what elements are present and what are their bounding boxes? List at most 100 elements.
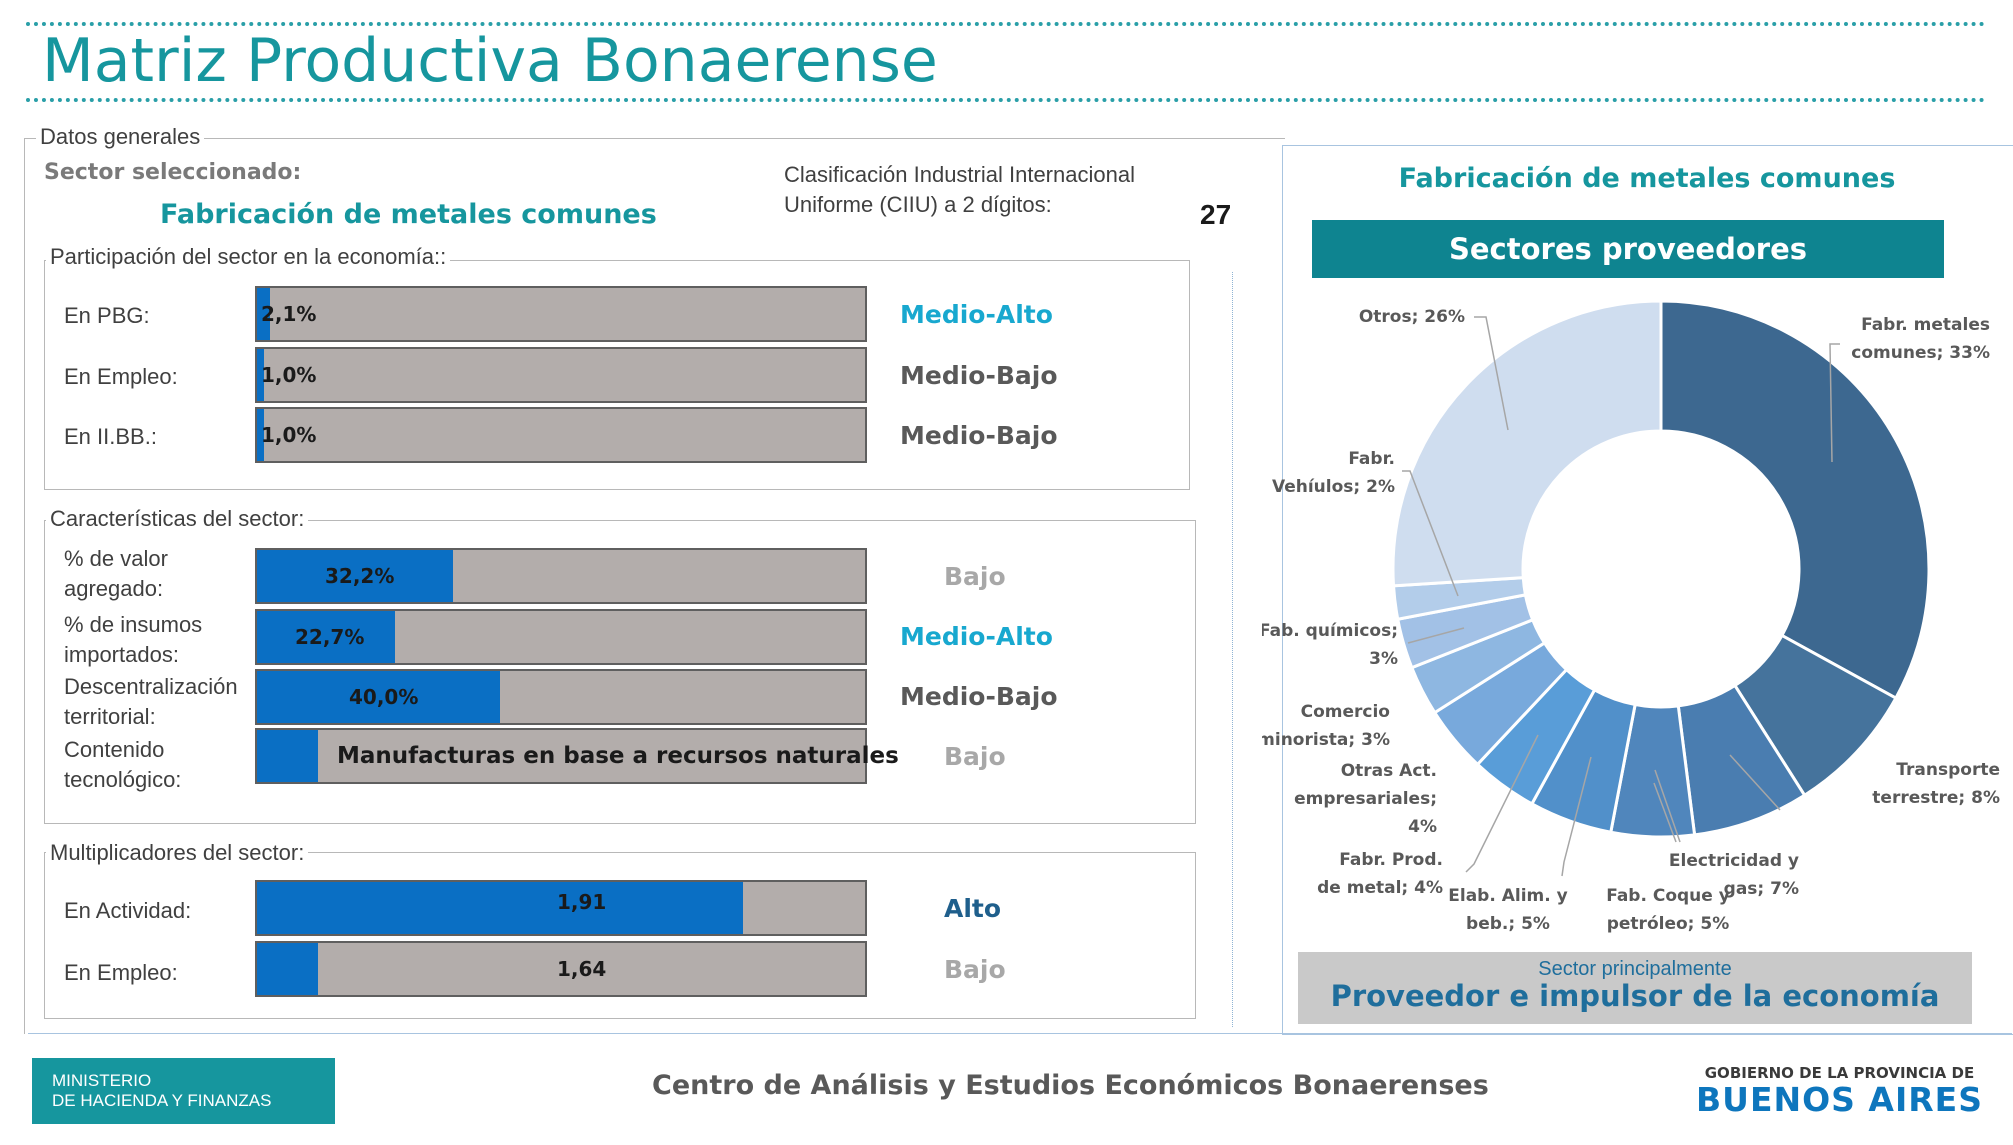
- valor-agregado-label-line2: agregado:: [64, 576, 164, 601]
- leader-line-fabr-vehiculos: [1402, 470, 1459, 597]
- conclusion-small-text: Sector principalmente: [1538, 958, 1732, 980]
- leader-lines: [1402, 316, 1840, 877]
- iibb-bar-fill: [257, 409, 265, 461]
- slice-label-line: 4%: [1408, 817, 1437, 837]
- pbg-bar-fill: [257, 288, 270, 340]
- slice-label-line: empresariales;: [1294, 789, 1437, 809]
- slice-label-line: Fabr. metales: [1861, 315, 1990, 335]
- pbg-label: En PBG:: [64, 303, 150, 328]
- caracteristicas-legend: Características del sector:: [46, 506, 309, 532]
- slice-label-3: Fab. Coque y petróleo; 5%: [1606, 886, 1730, 934]
- valor-agregado-bar-value: 32,2%: [325, 564, 395, 588]
- caracteristicas-frame: [44, 520, 1196, 824]
- participacion-legend: Participación del sector en la economía:…: [46, 244, 451, 270]
- slice-label-2: Electricidad y gas; 7%: [1669, 851, 1799, 899]
- ministry-line1: MINISTERIO: [52, 1071, 152, 1090]
- slice-10: [1391, 299, 1663, 588]
- contenido-label-line1: Contenido: [64, 737, 165, 762]
- pbg-bar-track: 2,1%: [255, 286, 867, 342]
- iibb-bar-track: 1,0%: [255, 407, 867, 463]
- slice-label-line: Otros; 26%: [1359, 307, 1465, 327]
- iibb-label: En II.BB.:: [64, 424, 157, 449]
- valor-agregado-level: Bajo: [944, 562, 1006, 591]
- slice-label-line: de metal; 4%: [1317, 878, 1443, 898]
- slice-label-line: Fab. químicos;: [1262, 621, 1398, 641]
- slice-label-line: Elab. Alim. y: [1448, 886, 1567, 906]
- slice-label-line: Fabr.: [1348, 449, 1395, 469]
- slice-label-line: beb.; 5%: [1466, 914, 1550, 934]
- empleo-level: Medio-Bajo: [900, 361, 1058, 390]
- leader-line-electricidad: [1653, 782, 1677, 843]
- ciiu-label-line1: Clasificación Industrial Internacional: [784, 162, 1135, 187]
- slice-label-line: Comercio: [1301, 702, 1390, 722]
- leader-line-fab-quimicos: [1407, 627, 1465, 644]
- slice-label-1: Transporte terrestre; 8%: [1872, 760, 2000, 808]
- ciiu-label-line2: Uniforme (CIIU) a 2 dígitos:: [784, 192, 1052, 217]
- ministry-logo: MINISTERIO DE HACIENDA Y FINANZAS: [32, 1058, 335, 1124]
- bottom-rule: [28, 1033, 2012, 1034]
- multiplicador-empleo-bar-fill: [257, 943, 318, 995]
- pbg-bar-value: 2,1%: [261, 302, 317, 326]
- slice-label-9: Fabr. Vehíulos; 2%: [1272, 449, 1395, 497]
- valor-agregado-bar-fill: [257, 550, 453, 602]
- sector-name: Fabricación de metales comunes: [160, 199, 657, 230]
- slice-labels: Fabr. metales comunes; 33% Transporte terre…: [1262, 307, 2000, 934]
- empleo-bar-value: 1,0%: [261, 363, 317, 387]
- leader-line-otros: [1474, 316, 1509, 431]
- empleo-bar-track: 1,0%: [255, 347, 867, 403]
- right-sector-title: Fabricación de metales comunes: [1398, 163, 1896, 194]
- divider-dotted: [1232, 272, 1233, 1027]
- conclusion-big-text: Proveedor e impulsor de la economía: [1330, 979, 1940, 1013]
- slice-label-line: minorista; 3%: [1262, 730, 1390, 750]
- contenido-bar-value: Manufacturas en base a recursos naturale…: [337, 743, 899, 769]
- slice-label-line: Fab. Coque y: [1606, 886, 1730, 906]
- slice-label-7: Comercio minorista; 3%: [1262, 702, 1390, 750]
- slice-label-line: terrestre; 8%: [1872, 788, 2000, 808]
- slice-label-10: Otros; 26%: [1359, 307, 1465, 327]
- descentralizacion-bar-track: 40,0%: [255, 669, 867, 725]
- datos-generales-legend: Datos generales: [36, 124, 205, 150]
- descentralizacion-label-line2: territorial:: [64, 704, 156, 729]
- multiplicador-empleo-bar-value: 1,64: [557, 957, 607, 981]
- actividad-bar-track: 1,91: [255, 880, 867, 936]
- slice-label-5: Fabr. Prod. de metal; 4%: [1317, 850, 1443, 898]
- slice-label-line: Electricidad y: [1669, 851, 1799, 871]
- leader-line-transporte: [1729, 754, 1781, 811]
- descentralizacion-label-line1: Descentralización: [64, 674, 238, 699]
- contenido-label-line2: tecnológico:: [64, 767, 182, 792]
- empleo-bar-fill: [257, 349, 265, 401]
- top-dotted-rule: [26, 22, 1986, 26]
- iibb-bar-value: 1,0%: [261, 423, 317, 447]
- leader-line-fabr-prod: [1465, 734, 1539, 873]
- insumos-label-line1: % de insumos: [64, 612, 203, 637]
- page-title: Matriz Productiva Bonaerense: [42, 26, 938, 96]
- insumos-level: Medio-Alto: [900, 622, 1053, 651]
- gov-logo: GOBIERNO DE LA PROVINCIA DE BUENOS AIRES: [1696, 1064, 1983, 1118]
- slice-label-line: 3%: [1369, 649, 1398, 669]
- donut-slices: [1391, 299, 1931, 839]
- actividad-bar-value: 1,91: [557, 890, 607, 914]
- actividad-bar-fill: [257, 882, 744, 934]
- valor-agregado-label-line1: % de valor: [64, 546, 168, 571]
- slice-label-line: comunes; 33%: [1851, 343, 1990, 363]
- contenido-bar-fill: [257, 730, 318, 782]
- slice-label-8: Fab. químicos; 3%: [1262, 621, 1398, 669]
- bottom-dotted-rule: [26, 98, 1986, 102]
- sector-label: Sector seleccionado:: [44, 160, 302, 185]
- insumos-bar-track: 22,7%: [255, 609, 867, 665]
- donut-chart: Fabr. metales comunes; 33% Transporte terre…: [1262, 299, 2000, 934]
- descentralizacion-level: Medio-Bajo: [900, 682, 1058, 711]
- slice-label-line: Otras Act.: [1341, 761, 1437, 781]
- insumos-label-line2: importados:: [64, 642, 179, 667]
- descentralizacion-bar-value: 40,0%: [349, 685, 419, 709]
- multiplicador-empleo-level: Bajo: [944, 955, 1006, 984]
- slice-label-line: Transporte: [1896, 760, 2000, 780]
- ciiu-code: 27: [1200, 199, 1232, 230]
- slice-label-4: Elab. Alim. y beb.; 5%: [1448, 886, 1567, 934]
- multiplicador-empleo-bar-track: 1,64: [255, 941, 867, 997]
- slice-label-line: gas; 7%: [1724, 879, 1799, 899]
- right-panel-frame: [1282, 145, 2013, 1035]
- banner-text: Sectores proveedores: [1449, 232, 1807, 266]
- insumos-bar-value: 22,7%: [295, 625, 365, 649]
- gov-logo-line2: BUENOS AIRES: [1696, 1080, 1983, 1119]
